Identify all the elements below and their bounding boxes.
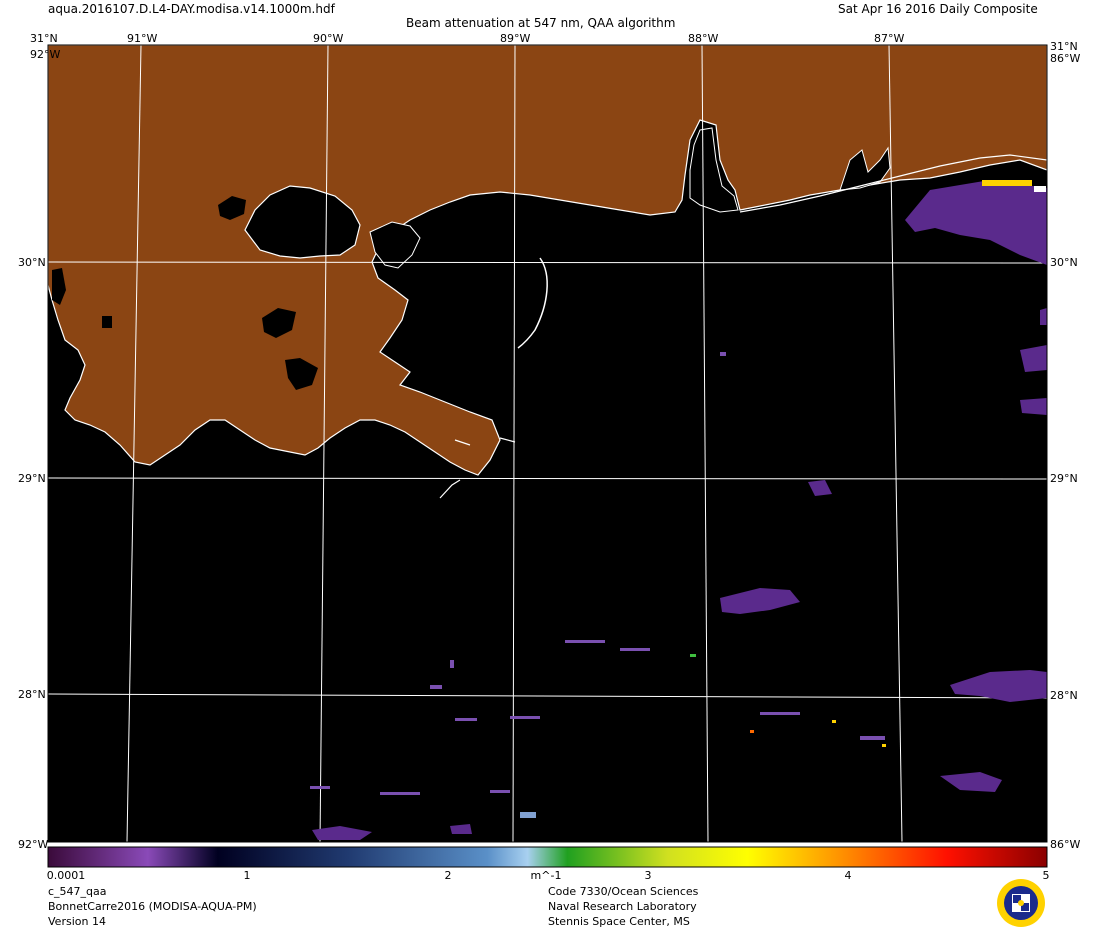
bright-speckles xyxy=(520,180,1046,818)
lon-line-87 xyxy=(888,44,903,843)
region-name: BonnetCarre2016 (MODISA-AQUA-PM) xyxy=(48,900,257,913)
lat-line-30 xyxy=(47,261,1048,264)
lon-label-88: 88°W xyxy=(688,32,719,45)
map-title: Beam attenuation at 547 nm, QAA algorith… xyxy=(406,16,676,30)
colorbar-tick-min: 0.0001 xyxy=(46,869,86,882)
speckle xyxy=(982,180,1032,186)
speckle xyxy=(455,718,477,721)
lat-label-29-right: 29°N xyxy=(1050,472,1078,485)
lake-borgne xyxy=(369,221,421,269)
lon-line-91 xyxy=(126,44,142,843)
lon-line-90 xyxy=(319,44,329,843)
speckle xyxy=(380,792,420,795)
composite-date: Sat Apr 16 2016 Daily Composite xyxy=(838,2,1038,16)
lon-line-88 xyxy=(701,44,709,843)
speckle xyxy=(690,654,696,657)
colorbar-tick-5: 5 xyxy=(1042,869,1050,882)
version-label: Version 14 xyxy=(48,915,106,928)
org-name: Naval Research Laboratory xyxy=(548,900,697,913)
lat-line-29 xyxy=(47,477,1048,480)
delta-islands xyxy=(439,437,516,499)
lon-line-89 xyxy=(512,44,516,843)
colorbar-gradient xyxy=(47,846,1048,868)
product-name: c_547_qaa xyxy=(48,885,107,898)
lake-small-2 xyxy=(262,308,296,338)
west-marsh-1 xyxy=(52,268,66,305)
speckle xyxy=(750,730,754,733)
mobile-bay xyxy=(689,127,739,213)
speckle xyxy=(310,786,330,789)
speckle xyxy=(860,736,885,740)
lat-label-30-left: 30°N xyxy=(18,256,46,269)
lake-pontchartrain xyxy=(244,185,361,259)
corner-label-top-left-lat: 31°N xyxy=(30,32,58,45)
speckle xyxy=(490,790,510,793)
map-frame xyxy=(47,44,1048,843)
speckle xyxy=(620,648,650,651)
plume-south-4 xyxy=(312,826,372,840)
plume-mid-1 xyxy=(808,480,832,496)
speckle xyxy=(1034,186,1046,192)
lat-line-28 xyxy=(47,693,1048,699)
lon-label-91: 91°W xyxy=(127,32,158,45)
plume-south-3 xyxy=(940,772,1002,792)
chandeleur-islands xyxy=(517,257,548,349)
corner-label-top-left-lon: 92°W xyxy=(30,48,61,61)
lon-label-89: 89°W xyxy=(500,32,531,45)
speckle xyxy=(760,712,800,715)
plume-northeast xyxy=(905,180,1047,265)
lat-label-28-right: 28°N xyxy=(1050,689,1078,702)
file-name: aqua.2016107.D.L4-DAY.modisa.v14.1000m.h… xyxy=(48,2,335,16)
corner-label-bottom-left: 92°W xyxy=(18,838,49,851)
lake-small-3 xyxy=(285,358,318,390)
lat-label-28-left: 28°N xyxy=(18,688,46,701)
corner-label-top-right-lon: 86°W xyxy=(1050,52,1081,65)
plume-patches xyxy=(312,180,1047,840)
plume-east-2 xyxy=(1020,398,1047,415)
colorbar-tick-2: 2 xyxy=(444,869,452,882)
lake-small-1 xyxy=(218,196,246,220)
lon-label-90: 90°W xyxy=(313,32,344,45)
speckle xyxy=(520,812,536,818)
speckle xyxy=(882,744,886,747)
colorbar-tick-1: 1 xyxy=(243,869,251,882)
west-marsh-2 xyxy=(102,316,112,328)
speckle xyxy=(450,660,454,668)
speckle xyxy=(510,716,540,719)
lat-label-30-right: 30°N xyxy=(1050,256,1078,269)
corner-label-bottom-right: 86°W xyxy=(1050,838,1081,851)
speckle xyxy=(832,720,836,723)
pensacola-bay xyxy=(839,146,891,191)
speckle xyxy=(565,640,605,643)
speckle xyxy=(720,352,726,356)
org-code: Code 7330/Ocean Sciences xyxy=(548,885,699,898)
colorbar-unit: m^-1 xyxy=(530,869,562,882)
nrl-seal-logo xyxy=(997,879,1045,927)
graticule xyxy=(47,44,1048,843)
plume-east-1 xyxy=(1020,345,1047,372)
barrier-coast xyxy=(739,154,1048,213)
colorbar-tick-4: 4 xyxy=(844,869,852,882)
plume-east-3 xyxy=(1040,308,1047,325)
lat-label-29-left: 29°N xyxy=(18,472,46,485)
colorbar-tick-3: 3 xyxy=(644,869,652,882)
corner-label-top-right-lat: 31°N xyxy=(1050,40,1078,53)
org-place: Stennis Space Center, MS xyxy=(548,915,690,928)
plume-south-1 xyxy=(720,588,800,614)
plume-south-2 xyxy=(950,670,1047,702)
plume-south-5 xyxy=(450,824,472,834)
speckle xyxy=(430,685,442,689)
speckles xyxy=(310,352,885,795)
lon-label-87: 87°W xyxy=(874,32,905,45)
